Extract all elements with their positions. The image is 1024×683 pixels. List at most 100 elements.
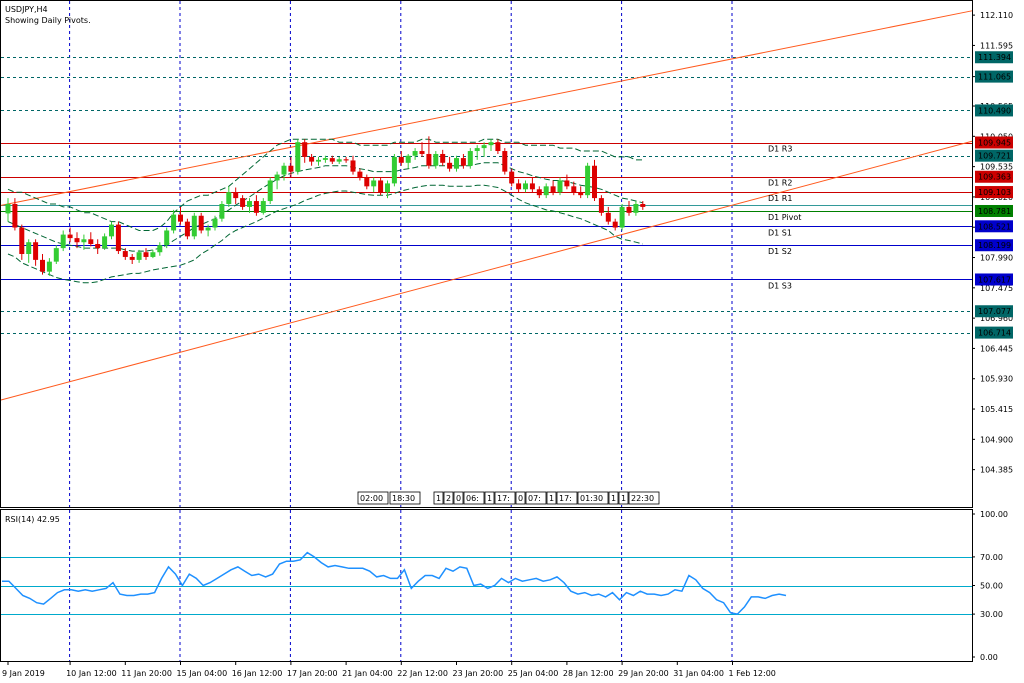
price-tag-label: 107.077 <box>978 307 1011 316</box>
time-marker-label: 22:30 <box>631 494 654 503</box>
price-tag-label: 111.394 <box>978 53 1011 62</box>
candle-body <box>598 198 604 213</box>
x-tick-label: 10 Jan 12:00 <box>66 669 117 678</box>
candle-body <box>157 245 163 253</box>
price-tag-bg <box>975 305 1013 318</box>
bollinger-mid <box>7 162 643 252</box>
time-markers: 02:00 18:30 1 2 0 06: 1 17: 0 07: 1 17: 01:30 1 1 22:30 <box>357 491 660 505</box>
x-tick-label: 21 Jan 04:00 <box>342 669 393 678</box>
x-tick-label: 1 Feb 12:00 <box>729 669 776 678</box>
price-tag-bg <box>975 326 1013 339</box>
time-marker-box <box>577 491 609 505</box>
candle-body <box>557 180 563 193</box>
time-marker-box <box>433 491 444 505</box>
time-marker-label: 1 <box>436 494 441 503</box>
price-tick-label: 104.385 <box>980 466 1013 475</box>
time-marker-box <box>357 491 389 505</box>
price-tick-label: 104.900 <box>980 435 1013 444</box>
price-tag-bg <box>975 51 1013 64</box>
candle-body <box>288 165 294 172</box>
candle-body <box>205 227 211 231</box>
rsi-line <box>2 551 787 615</box>
chart-title: USDJPY,H4 <box>5 5 48 14</box>
candle-body <box>405 155 411 163</box>
candle-body <box>571 186 577 193</box>
candle-body <box>302 142 308 157</box>
price-tag-label: 109.945 <box>978 139 1011 148</box>
candle-body <box>336 159 342 162</box>
candle-body <box>102 236 108 249</box>
candle-body <box>33 242 39 260</box>
candle-body <box>60 234 66 249</box>
candle-body <box>295 142 301 172</box>
time-marker-box <box>484 491 495 505</box>
time-marker-box <box>525 491 547 505</box>
candle-body <box>67 234 73 239</box>
time-marker-box <box>389 491 421 505</box>
candle-body <box>46 261 52 272</box>
candle-body <box>426 153 432 166</box>
candle-body <box>233 192 239 199</box>
time-marker-label: 07: <box>528 494 541 503</box>
candle-body <box>267 180 273 202</box>
candle-body <box>536 189 542 196</box>
rsi-tick-label: 0.00 <box>980 653 998 662</box>
time-marker-label: 0 <box>518 494 523 503</box>
candle-body <box>391 156 397 184</box>
time-marker-box <box>608 491 619 505</box>
candle-body <box>523 183 528 190</box>
candle-body <box>385 183 390 193</box>
time-marker-label: 06: <box>466 494 479 503</box>
candle-body <box>171 214 177 231</box>
candle-body <box>316 159 321 162</box>
time-marker-box <box>443 491 454 505</box>
trendline-upper-channel <box>0 10 973 206</box>
candle-body <box>447 162 453 169</box>
x-tick-label: 23 Jan 20:00 <box>453 669 504 678</box>
horizontal-levels <box>1 57 972 334</box>
time-marker-label: 1 <box>621 494 626 503</box>
candle-body <box>357 171 363 178</box>
candle-body <box>592 165 597 199</box>
time-marker-label: 17: <box>497 494 510 503</box>
x-tick-label: 25 Jan 04:00 <box>508 669 559 678</box>
price-tag-bg <box>975 70 1013 83</box>
candle-body <box>578 192 584 196</box>
candle-body <box>364 177 370 187</box>
time-marker-label: 17: <box>559 494 572 503</box>
candles <box>5 136 646 276</box>
candle-body <box>640 203 646 207</box>
price-tag-bg <box>975 149 1013 162</box>
candle-body <box>509 171 515 184</box>
bollinger-lower <box>7 184 643 284</box>
candle-body <box>53 248 59 262</box>
candle-body <box>212 218 218 228</box>
price-tag-bg <box>975 136 1013 149</box>
candle-body <box>433 153 439 166</box>
time-marker-box <box>515 491 526 505</box>
time-marker-box <box>546 491 557 505</box>
time-marker-label: 1 <box>549 494 554 503</box>
candle-body <box>543 186 549 196</box>
time-marker-box <box>463 491 485 505</box>
candle-body <box>129 256 135 260</box>
price-tick-label: 107.990 <box>980 254 1013 263</box>
candle-body <box>419 151 425 154</box>
candle-body <box>191 215 197 237</box>
candle-body <box>178 214 183 222</box>
candle-body <box>274 174 280 181</box>
candle-body <box>502 151 508 172</box>
price-panel-frame <box>0 0 973 508</box>
candle-body <box>143 252 149 257</box>
candle-body <box>226 192 232 204</box>
candle-body <box>474 148 480 152</box>
candle-body <box>495 142 501 152</box>
candle-body <box>247 201 252 207</box>
pivot-label: D1 Pivot <box>768 213 801 222</box>
price-tag-label: 109.721 <box>978 152 1011 161</box>
pivot-label: D1 R1 <box>768 194 792 203</box>
price-tag-label: 109.103 <box>978 188 1011 197</box>
candle-body <box>109 224 114 237</box>
price-tag-label: 108.781 <box>978 207 1011 216</box>
price-tag-label: 107.617 <box>978 275 1011 284</box>
